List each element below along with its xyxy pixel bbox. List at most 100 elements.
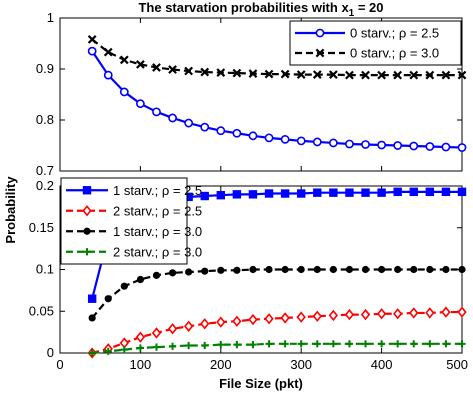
data-point xyxy=(457,70,467,80)
data-point xyxy=(425,70,435,80)
legend-label: 1 starv.; ρ = 3.0 xyxy=(113,224,202,239)
data-point xyxy=(152,343,161,351)
x-tick-label: 500 xyxy=(446,357,468,372)
data-point xyxy=(393,70,403,80)
data-point xyxy=(249,341,257,349)
data-point xyxy=(329,188,338,197)
data-point xyxy=(425,307,435,319)
data-point xyxy=(441,70,451,80)
data-point xyxy=(280,189,290,198)
legend-label: 1 starv.; ρ = 2.5 xyxy=(113,183,202,198)
data-point xyxy=(441,306,451,318)
data-point xyxy=(313,265,321,274)
legend-marker xyxy=(315,48,325,58)
data-point xyxy=(297,189,306,198)
data-point xyxy=(296,311,306,323)
data-point xyxy=(409,187,418,197)
data-point xyxy=(103,70,113,80)
data-point xyxy=(329,265,337,274)
data-point xyxy=(409,307,419,319)
data-point xyxy=(345,265,354,274)
series-dot-000000 xyxy=(88,265,466,322)
data-point xyxy=(217,341,225,349)
data-point xyxy=(441,142,451,152)
data-point xyxy=(426,340,434,348)
x-tick-label: 300 xyxy=(290,357,312,372)
bottom-panel: 0 0.05 0.1 0.15 0.2 0 100 200 300 400 500 1 starv.;… xyxy=(29,177,468,372)
data-point xyxy=(361,140,370,149)
chart-title: The starvation probabilities with x1 = 2… xyxy=(138,0,383,19)
data-point xyxy=(361,70,370,80)
data-point xyxy=(296,136,306,146)
data-point xyxy=(87,35,97,44)
legend-label: 0 starv.; ρ = 2.5 xyxy=(350,26,439,41)
data-point xyxy=(232,190,242,199)
data-point xyxy=(120,282,128,290)
data-point xyxy=(233,266,241,274)
x-tick-label: 0 xyxy=(56,357,63,372)
data-point xyxy=(135,331,146,343)
data-point xyxy=(168,269,177,277)
data-point xyxy=(393,308,403,320)
data-point xyxy=(184,118,194,128)
x-tick-label: 200 xyxy=(210,357,232,372)
data-point xyxy=(104,347,112,355)
data-point xyxy=(264,189,274,198)
data-point xyxy=(280,69,290,79)
data-point xyxy=(441,187,451,197)
legend-marker xyxy=(82,186,92,195)
series-circle-0000ff xyxy=(87,46,467,152)
data-point xyxy=(216,190,225,200)
data-point xyxy=(200,191,209,201)
data-point xyxy=(457,143,467,152)
data-point xyxy=(361,188,370,197)
bottom-legend: 1 starv.; ρ = 2.5 2 starv.; ρ = 2.5 1 star… xyxy=(60,177,202,265)
bottom-y-tick-label: 0.1 xyxy=(36,262,54,277)
data-point xyxy=(297,265,305,274)
top-legend: 0 starv.; ρ = 2.5 0 starv.; ρ = 3.0 xyxy=(289,20,462,66)
data-point xyxy=(200,318,210,330)
top-y-tick-label: 0.9 xyxy=(36,61,54,76)
data-point xyxy=(312,137,322,147)
data-point xyxy=(296,70,306,79)
data-point xyxy=(281,340,289,348)
data-point xyxy=(457,187,467,197)
data-point xyxy=(151,327,162,339)
data-point xyxy=(265,340,273,348)
data-point xyxy=(232,128,242,138)
data-point xyxy=(312,70,322,79)
data-point xyxy=(167,323,178,335)
data-point xyxy=(394,340,402,348)
data-point xyxy=(104,295,112,303)
x-tick-label: 400 xyxy=(371,357,393,372)
bottom-y-tick-label: 0 xyxy=(47,345,54,360)
legend-marker xyxy=(83,248,91,256)
data-point xyxy=(329,340,337,348)
data-point xyxy=(264,133,274,143)
data-point xyxy=(119,87,129,97)
data-point xyxy=(410,340,418,348)
data-point xyxy=(152,107,161,117)
data-point xyxy=(136,275,144,284)
data-point xyxy=(185,268,193,276)
legend-box xyxy=(289,20,462,66)
data-point xyxy=(378,265,386,274)
data-point xyxy=(458,340,466,348)
legend-label: 2 starv.; ρ = 3.0 xyxy=(113,244,202,259)
data-point xyxy=(103,47,113,57)
y-axis-label: Probability xyxy=(3,176,18,244)
data-point xyxy=(200,67,210,77)
bottom-y-tick-label: 0.05 xyxy=(29,303,54,318)
legend-marker xyxy=(315,28,325,38)
data-point xyxy=(377,188,386,197)
data-point xyxy=(264,313,274,325)
data-point xyxy=(87,294,97,303)
data-point xyxy=(361,340,370,348)
data-point xyxy=(216,316,226,328)
data-point xyxy=(377,70,386,80)
data-point xyxy=(217,266,225,274)
data-point xyxy=(168,113,177,123)
data-point xyxy=(185,341,193,350)
data-point xyxy=(280,312,290,324)
